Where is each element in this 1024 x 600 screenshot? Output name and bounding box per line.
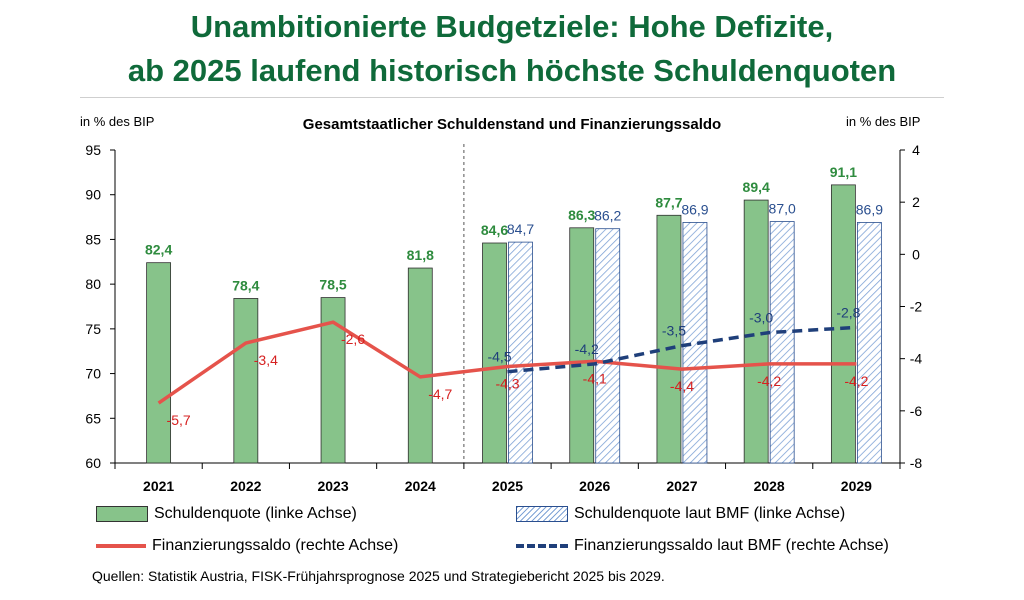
legend-schuldenquote-bmf-label: Schuldenquote laut BMF (linke Achse) — [574, 505, 846, 522]
schuldenquote-bmf-bar — [856, 222, 882, 464]
left-axis-unit: in % des BIP — [80, 114, 155, 129]
x-axis-category-label: 2028 — [754, 478, 785, 494]
schuldenquote-value-label: 91,1 — [830, 164, 857, 180]
chart-title: Gesamtstaatlicher Schuldenstand und Fina… — [302, 116, 722, 133]
schuldenquote-bmf-bar — [769, 221, 795, 464]
schuldenquote-bmf-value-label: 84,7 — [507, 221, 534, 237]
left-axis-tick-label: 65 — [85, 410, 101, 426]
left-axis-tick-label: 80 — [85, 276, 101, 292]
left-axis-tick-label: 60 — [85, 455, 101, 471]
legend-saldo: Finanzierungssaldo (rechte Achse) — [96, 537, 398, 555]
finanzierungssaldo-bmf-value-label: -3,0 — [749, 310, 773, 326]
finanzierungssaldo-value-label: -4,2 — [844, 373, 868, 389]
legend-saldo-bmf-label: Finanzierungssaldo laut BMF (rechte Achs… — [574, 537, 889, 554]
left-axis-tick-label: 90 — [85, 187, 101, 203]
finanzierungssaldo-value-label: -4,7 — [428, 386, 452, 402]
schuldenquote-bar — [233, 298, 259, 464]
legend-schuldenquote-bmf: Schuldenquote laut BMF (linke Achse) — [516, 505, 845, 523]
x-axis-category-label: 2027 — [666, 478, 697, 494]
legend-hatched-bar-swatch — [516, 506, 568, 522]
x-axis-category-label: 2024 — [405, 478, 436, 494]
right-axis-tick-label: 4 — [912, 142, 920, 158]
legend-green-bar-swatch — [96, 506, 148, 522]
right-axis-tick-label: -8 — [910, 455, 923, 471]
x-axis-category-label: 2021 — [143, 478, 174, 494]
legend-schuldenquote: Schuldenquote (linke Achse) — [96, 505, 357, 523]
schuldenquote-value-label: 78,5 — [319, 277, 346, 293]
x-axis-category-label: 2025 — [492, 478, 523, 494]
schuldenquote-bmf-value-label: 86,2 — [594, 208, 621, 224]
legend-saldo-label: Finanzierungssaldo (rechte Achse) — [152, 537, 399, 554]
left-axis-tick-label: 95 — [85, 142, 101, 158]
right-axis-tick-label: -2 — [910, 299, 923, 315]
finanzierungssaldo-value-label: -4,2 — [757, 373, 781, 389]
right-axis-unit: in % des BIP — [846, 114, 921, 129]
left-axis-tick-label: 70 — [85, 366, 101, 382]
right-axis-tick-label: 2 — [912, 194, 920, 210]
x-axis-category-label: 2022 — [230, 478, 261, 494]
finanzierungssaldo-value-label: -3,4 — [254, 352, 278, 368]
schuldenquote-bmf-bar — [595, 228, 621, 464]
finanzierungssaldo-value-label: -4,4 — [670, 378, 694, 394]
title-line-1: Unambitionierte Budgetziele: Hohe Defizi… — [190, 9, 834, 44]
legend-schuldenquote-label: Schuldenquote (linke Achse) — [154, 505, 357, 522]
schuldenquote-value-label: 78,4 — [232, 277, 259, 293]
finanzierungssaldo-value-label: -5,7 — [167, 412, 191, 428]
right-axis-tick-label: 0 — [912, 246, 920, 262]
schuldenquote-bmf-value-label: 87,0 — [769, 201, 796, 217]
finanzierungssaldo-bmf-value-label: -3,5 — [662, 323, 686, 339]
x-axis-category-label: 2029 — [841, 478, 872, 494]
schuldenquote-bar — [656, 214, 682, 464]
left-axis-tick-label: 75 — [85, 321, 101, 337]
finanzierungssaldo-value-label: -4,3 — [495, 375, 519, 391]
schuldenquote-value-label: 89,4 — [743, 179, 770, 195]
finanzierungssaldo-bmf-value-label: -2,8 — [836, 304, 860, 320]
legend-dashed-line-swatch — [516, 544, 568, 548]
schuldenquote-bmf-value-label: 86,9 — [856, 201, 883, 217]
source-note: Quellen: Statistik Austria, FISK-Frühjah… — [92, 568, 665, 584]
legend-saldo-bmf: Finanzierungssaldo laut BMF (rechte Achs… — [516, 537, 889, 555]
schuldenquote-bar — [146, 262, 172, 464]
title-line-2: ab 2025 laufend historisch höchste Schul… — [127, 53, 897, 88]
schuldenquote-bar — [407, 267, 433, 464]
finanzierungssaldo-bmf-value-label: -4,5 — [487, 349, 511, 365]
schuldenquote-value-label: 87,7 — [655, 194, 682, 210]
right-axis-tick-label: -6 — [910, 403, 923, 419]
schuldenquote-bmf-bar — [508, 241, 533, 464]
finanzierungssaldo-bmf-value-label: -4,2 — [575, 341, 599, 357]
schuldenquote-bar — [482, 242, 507, 464]
schuldenquote-bar — [569, 227, 595, 464]
finanzierungssaldo-value-label: -2,6 — [341, 331, 365, 347]
legend-red-line-swatch — [96, 544, 146, 548]
finanzierungssaldo-value-label: -4,1 — [583, 370, 607, 386]
schuldenquote-value-label: 84,6 — [481, 222, 508, 238]
schuldenquote-bar — [830, 184, 856, 464]
left-axis-tick-label: 85 — [85, 231, 101, 247]
schuldenquote-value-label: 82,4 — [145, 242, 172, 258]
schuldenquote-value-label: 81,8 — [407, 247, 434, 263]
x-axis-category-label: 2026 — [579, 478, 610, 494]
schuldenquote-bmf-value-label: 86,9 — [681, 201, 708, 217]
title-divider — [80, 97, 944, 98]
right-axis-tick-label: -4 — [910, 351, 923, 367]
x-axis-category-label: 2023 — [317, 478, 348, 494]
schuldenquote-value-label: 86,3 — [568, 207, 595, 223]
